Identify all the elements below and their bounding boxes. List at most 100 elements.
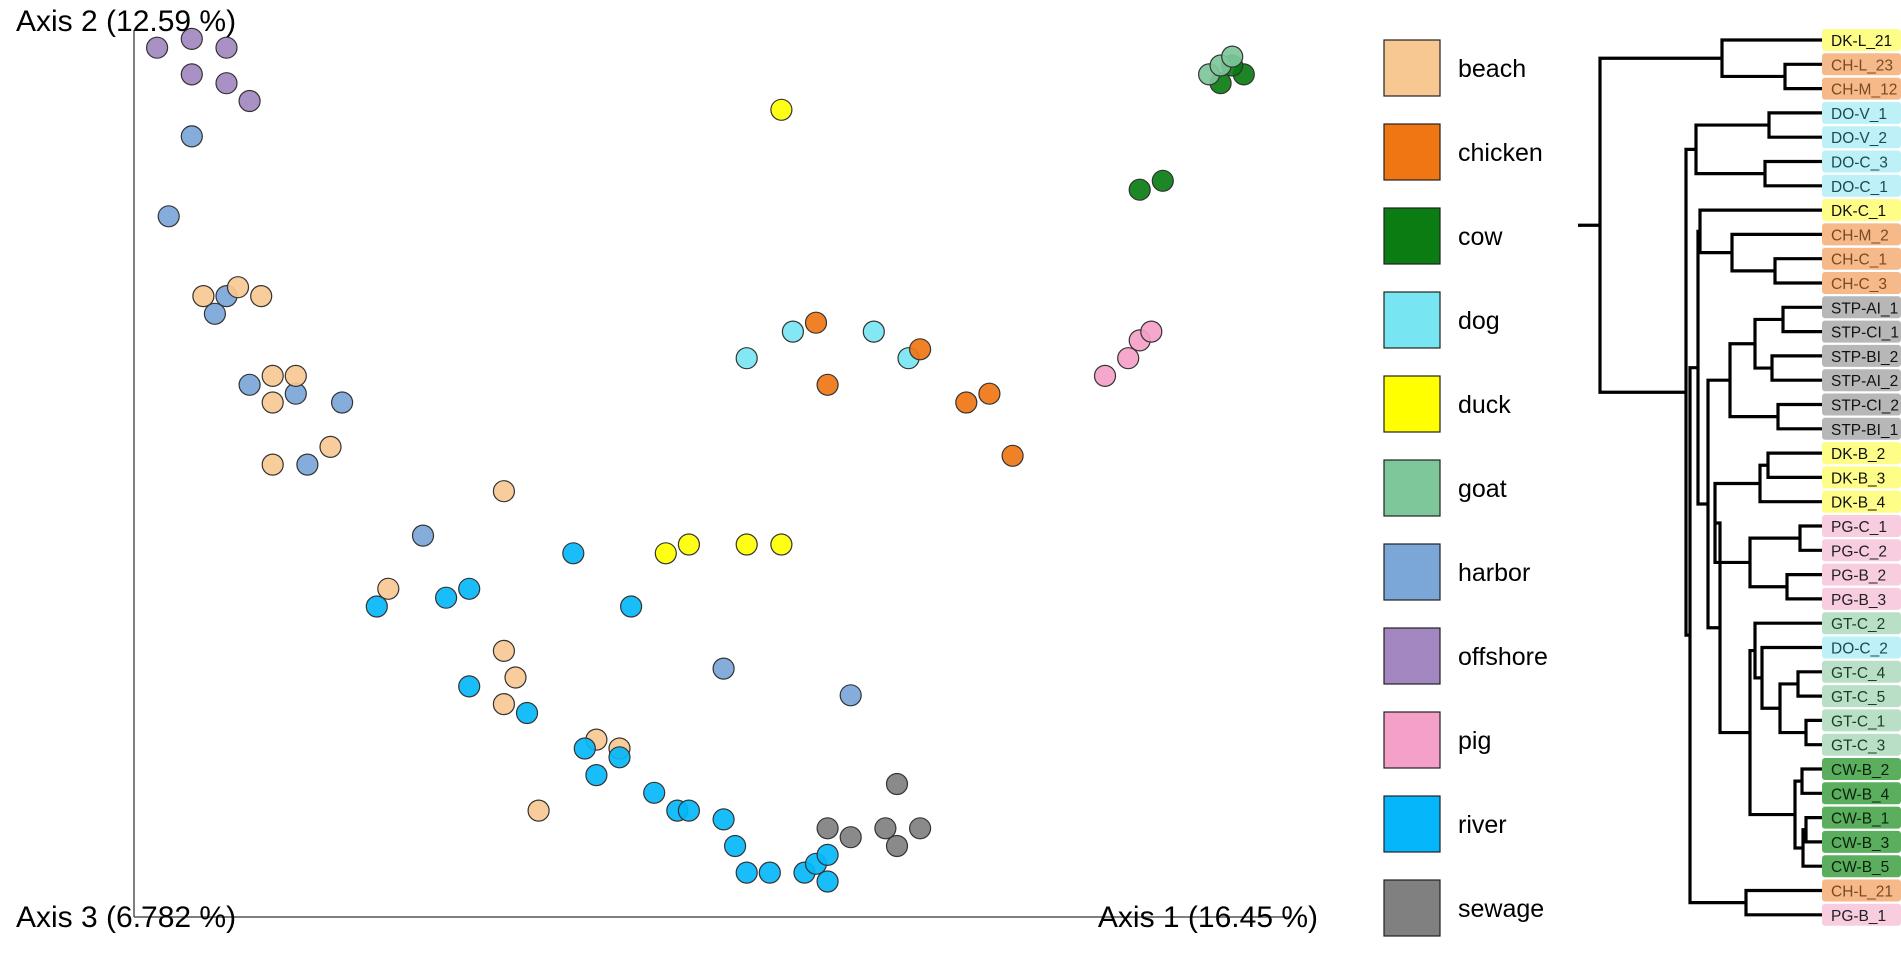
point-beach [261, 391, 284, 414]
legend-label-offshore: offshore [1458, 643, 1548, 671]
point-river [758, 861, 781, 884]
point-sewage [908, 817, 932, 840]
axis-2-label: Axis 2 (12.59 %) [16, 5, 236, 38]
point-beach [226, 276, 250, 299]
leaf-label: DK-B_4 [1831, 495, 1886, 512]
leaf-label: CH-C_3 [1831, 276, 1887, 293]
dendrogram-branch [1766, 451, 1822, 479]
point-pig [1117, 347, 1140, 370]
point-harbor [157, 205, 180, 228]
legend-swatch-beach [1383, 39, 1441, 97]
dendrogram-branch [1698, 208, 1822, 255]
legend-swatch-river [1383, 795, 1441, 853]
point-beach [284, 364, 307, 387]
point-dog [735, 347, 758, 370]
leaf-box [1822, 539, 1901, 562]
pcoa-scatter-plot: Axis 2 (12.59 %) Axis 3 (6.782 %) Axis 1… [16, 5, 1318, 934]
leaf-box [1822, 733, 1901, 756]
leaf-box [1822, 806, 1901, 829]
leaf-label: PG-B_1 [1831, 908, 1886, 925]
point-beach [492, 480, 515, 503]
leaf-box [1822, 490, 1901, 513]
point-river [365, 595, 388, 618]
point-beach [250, 285, 273, 308]
point-chicken [955, 391, 978, 414]
point-offshore [146, 36, 169, 59]
legend-swatch-dog [1383, 291, 1441, 349]
point-duck [770, 533, 793, 556]
dendrogram-branch [1715, 521, 1750, 735]
point-sewage [816, 817, 839, 840]
legend: beach chicken cow dog duck goat harbor offshore… [1383, 39, 1548, 937]
leaf-label: STP-CI_1 [1831, 325, 1899, 342]
leaf-box [1822, 855, 1901, 878]
dendrogram-branch [1773, 257, 1822, 285]
leaf-label: DK-C_1 [1831, 203, 1886, 220]
leaf-label: CH-L_21 [1831, 884, 1893, 901]
point-harbor [203, 302, 226, 325]
legend-swatch-goat [1383, 459, 1441, 517]
dendrogram-branch [1796, 670, 1822, 698]
dendrogram-branch [1720, 38, 1822, 79]
point-chicken [908, 338, 932, 361]
dendrogram-branch [1753, 317, 1783, 370]
leaf-box [1822, 296, 1901, 319]
point-harbor [331, 391, 354, 414]
leaf-label: CW-B_2 [1831, 762, 1889, 779]
legend-label-harbor: harbor [1458, 559, 1530, 587]
leaf-box [1822, 660, 1901, 683]
point-river [816, 843, 839, 867]
legend-label-pig: pig [1458, 727, 1491, 755]
leaf-box [1822, 636, 1901, 659]
dendrogram-branch [1753, 621, 1822, 680]
point-harbor [411, 524, 435, 547]
leaf-label: DK-B_3 [1831, 470, 1885, 487]
point-pig [1140, 320, 1163, 343]
point-beach [261, 453, 284, 476]
dendrogram-branch [1783, 62, 1822, 91]
scatter-points [146, 27, 1255, 893]
leaf-label: GT-C_2 [1831, 616, 1885, 633]
leaf-label: GT-C_3 [1831, 738, 1885, 755]
point-beach [492, 639, 515, 663]
point-cow [1151, 169, 1174, 192]
point-harbor [712, 657, 735, 680]
point-river [619, 595, 643, 618]
point-harbor [296, 453, 319, 476]
leaf-label: STP-BI_2 [1831, 349, 1898, 366]
point-duck [677, 533, 701, 556]
point-offshore [215, 36, 238, 59]
point-offshore [180, 27, 203, 51]
legend-label-duck: duck [1458, 391, 1511, 419]
dendrogram-branch [1778, 682, 1806, 735]
leaf-label: PG-B_3 [1831, 592, 1886, 609]
dendrogram-branch [1744, 888, 1822, 917]
dendrogram-branch [1760, 645, 1822, 710]
point-river [458, 675, 481, 698]
leaf-box [1822, 126, 1901, 149]
leaf-box [1822, 344, 1901, 367]
leaf-box [1822, 53, 1901, 76]
leaf-label: PG-C_2 [1831, 543, 1887, 560]
leaf-label: GT-C_1 [1831, 713, 1885, 730]
point-river [723, 834, 747, 858]
dendrogram-branch [1713, 481, 1760, 565]
point-beach [377, 577, 400, 600]
dendrogram-branch [1694, 123, 1769, 176]
point-harbor [839, 684, 862, 707]
leaf-label: PG-B_2 [1831, 568, 1886, 585]
leaf-box [1822, 466, 1901, 489]
leaf-box [1822, 903, 1901, 926]
legend-label-cow: cow [1458, 223, 1503, 251]
point-sewage [839, 826, 862, 849]
leaf-label: DO-C_1 [1831, 179, 1888, 196]
dendrogram-branches [1578, 38, 1822, 917]
dendrogram-branch [1804, 718, 1822, 747]
leaf-label: CW-B_5 [1831, 859, 1889, 876]
legend-swatch-cow [1383, 207, 1441, 265]
point-river [712, 808, 735, 831]
leaf-box [1822, 515, 1901, 537]
point-beach [319, 435, 342, 458]
legend-label-dog: dog [1458, 307, 1500, 335]
legend-label-beach: beach [1458, 55, 1526, 83]
